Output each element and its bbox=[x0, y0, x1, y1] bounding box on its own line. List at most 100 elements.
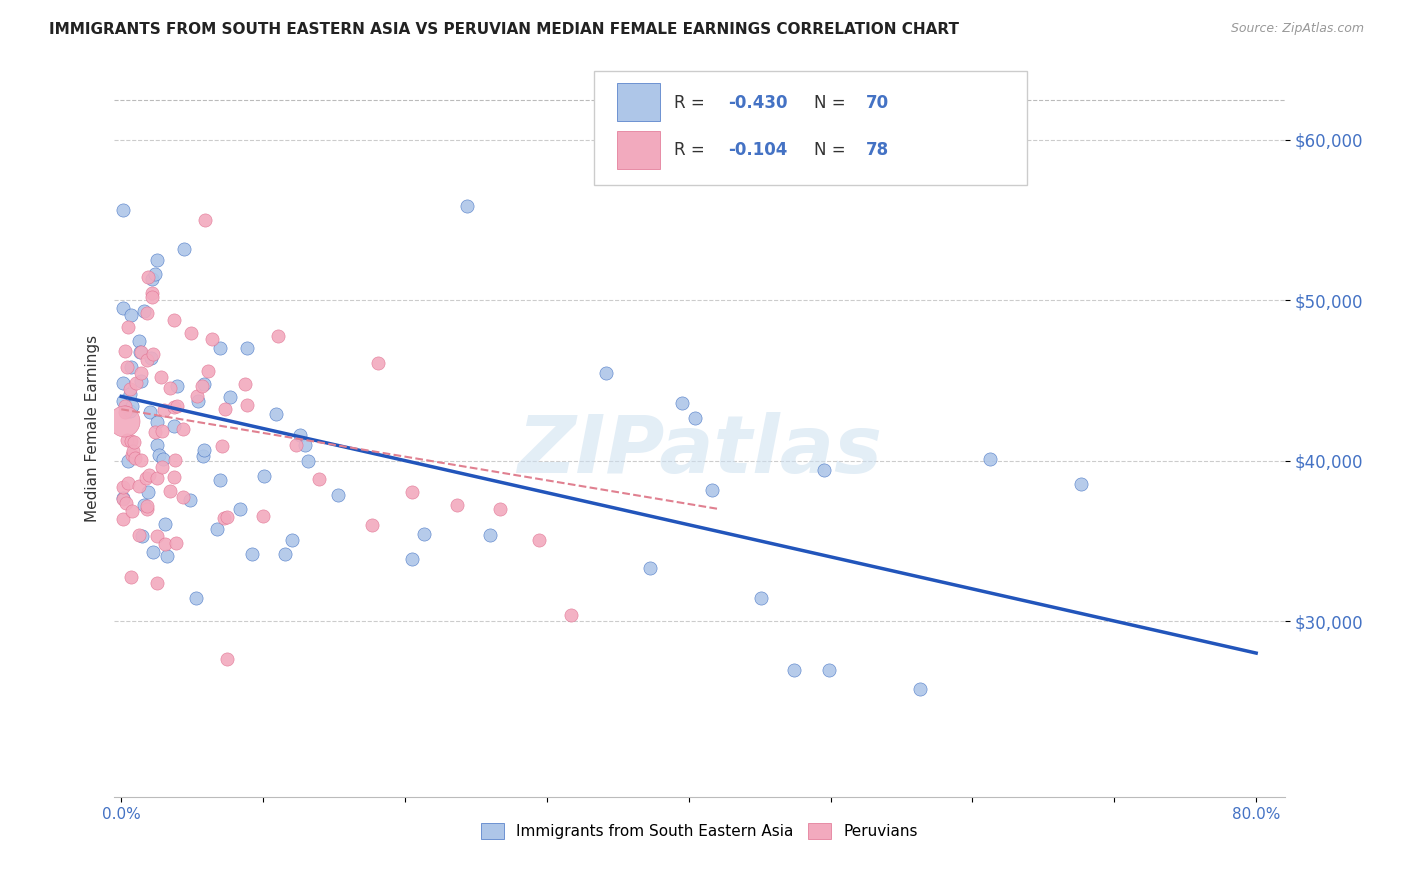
Point bbox=[120, 309, 142, 323]
Point bbox=[240, 547, 263, 561]
Point bbox=[489, 502, 512, 516]
Point bbox=[783, 663, 806, 677]
Point bbox=[166, 379, 188, 393]
Point bbox=[236, 341, 259, 355]
Point bbox=[274, 547, 297, 561]
Text: IMMIGRANTS FROM SOUTH EASTERN ASIA VS PERUVIAN MEDIAN FEMALE EARNINGS CORRELATIO: IMMIGRANTS FROM SOUTH EASTERN ASIA VS PE… bbox=[49, 22, 959, 37]
Text: ZIPatlas: ZIPatlas bbox=[517, 412, 882, 490]
Point bbox=[111, 492, 134, 507]
Point bbox=[360, 518, 382, 533]
Point bbox=[294, 438, 316, 452]
Text: R =: R = bbox=[673, 94, 710, 112]
Point bbox=[121, 448, 143, 462]
Point bbox=[156, 549, 179, 563]
Point bbox=[142, 545, 165, 559]
Point bbox=[186, 389, 208, 403]
Point bbox=[201, 332, 224, 346]
Point bbox=[595, 366, 617, 380]
Point bbox=[267, 329, 290, 343]
Point bbox=[187, 393, 209, 408]
Point bbox=[141, 290, 163, 304]
Text: 70: 70 bbox=[866, 94, 889, 112]
Point bbox=[114, 343, 136, 358]
Point bbox=[146, 470, 169, 484]
Point bbox=[120, 360, 142, 375]
Point bbox=[134, 498, 156, 512]
Point bbox=[112, 413, 135, 427]
Point bbox=[166, 399, 188, 413]
Point bbox=[143, 425, 166, 439]
Text: -0.430: -0.430 bbox=[728, 94, 789, 112]
Point bbox=[308, 472, 330, 486]
Point bbox=[111, 301, 134, 316]
Point bbox=[197, 363, 219, 377]
Text: Source: ZipAtlas.com: Source: ZipAtlas.com bbox=[1230, 22, 1364, 36]
Point bbox=[208, 473, 231, 487]
Point bbox=[117, 475, 139, 490]
Point bbox=[193, 443, 215, 458]
Point bbox=[114, 399, 136, 413]
Point bbox=[129, 344, 152, 359]
Point bbox=[153, 517, 176, 532]
Y-axis label: Median Female Earnings: Median Female Earnings bbox=[86, 335, 100, 522]
Point bbox=[280, 533, 302, 548]
Point bbox=[288, 428, 311, 442]
Point bbox=[236, 398, 259, 412]
Point bbox=[122, 434, 145, 449]
Point bbox=[229, 501, 252, 516]
Point bbox=[683, 410, 706, 425]
Point bbox=[148, 449, 170, 463]
Point bbox=[456, 199, 478, 213]
Point bbox=[111, 491, 134, 505]
Point bbox=[121, 400, 143, 414]
Point bbox=[152, 460, 174, 475]
Point bbox=[141, 286, 163, 301]
Point bbox=[111, 512, 134, 526]
Point bbox=[159, 381, 181, 395]
Point bbox=[163, 313, 186, 327]
Point bbox=[131, 529, 153, 543]
FancyBboxPatch shape bbox=[617, 131, 659, 169]
Point bbox=[128, 479, 150, 493]
Point bbox=[1070, 477, 1092, 491]
Point bbox=[163, 400, 186, 414]
Point bbox=[111, 203, 134, 218]
Text: N =: N = bbox=[814, 94, 851, 112]
Point bbox=[125, 376, 148, 391]
Point bbox=[253, 469, 276, 483]
Point bbox=[193, 449, 215, 463]
Point bbox=[129, 453, 152, 467]
Point bbox=[979, 451, 1001, 466]
Point bbox=[214, 402, 236, 417]
Point bbox=[813, 463, 835, 477]
Text: N =: N = bbox=[814, 141, 851, 159]
Point bbox=[118, 404, 141, 418]
Text: R =: R = bbox=[673, 141, 710, 159]
Legend: Immigrants from South Eastern Asia, Peruvians: Immigrants from South Eastern Asia, Peru… bbox=[475, 817, 924, 845]
Point bbox=[159, 484, 181, 499]
Point bbox=[671, 395, 693, 409]
Point bbox=[135, 306, 157, 320]
Point bbox=[163, 419, 186, 434]
Point bbox=[114, 405, 136, 419]
Point bbox=[115, 359, 138, 374]
Point bbox=[114, 496, 136, 510]
Point bbox=[401, 485, 423, 500]
Point bbox=[173, 243, 195, 257]
Point bbox=[118, 382, 141, 396]
Point bbox=[141, 272, 163, 286]
Point bbox=[193, 376, 215, 391]
Point bbox=[749, 591, 772, 605]
Point bbox=[136, 502, 159, 516]
Point bbox=[163, 452, 186, 467]
Point bbox=[217, 652, 239, 666]
Point bbox=[233, 377, 256, 392]
Point bbox=[139, 351, 162, 365]
Point bbox=[112, 376, 135, 390]
Point bbox=[128, 334, 150, 348]
Point bbox=[527, 533, 550, 547]
Point bbox=[136, 500, 159, 514]
Point bbox=[136, 353, 159, 368]
Point bbox=[146, 438, 169, 452]
Point bbox=[700, 483, 723, 498]
